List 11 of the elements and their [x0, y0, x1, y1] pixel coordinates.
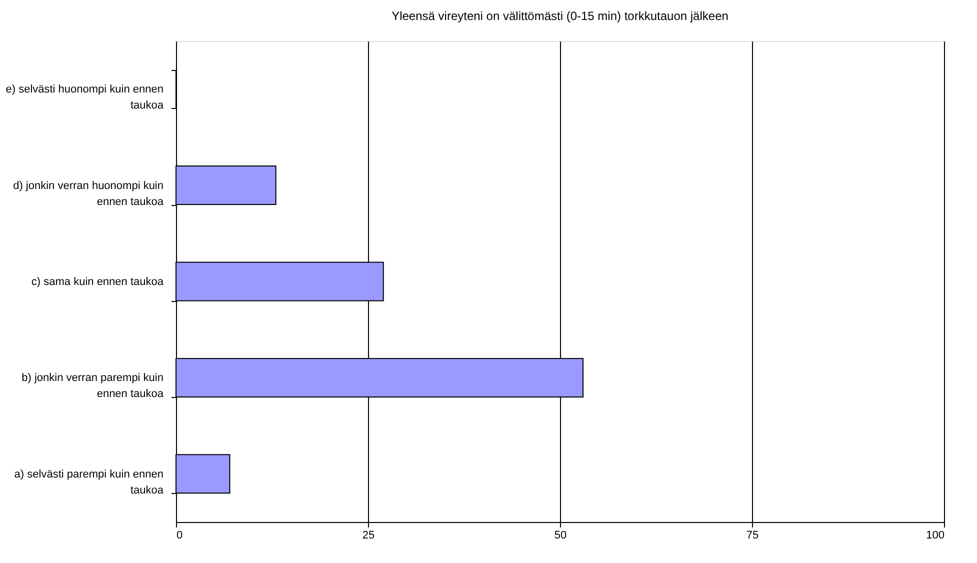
y-tick-label: b) jonkin verran parempi kuin ennen taukoa: [22, 372, 164, 400]
x-tick-label: 75: [746, 530, 759, 542]
y-tick-label: e) selvästi huonompi kuin ennen taukoa: [6, 84, 164, 112]
x-tick-label: 25: [362, 530, 375, 542]
x-tick-label: 100: [926, 530, 944, 542]
chart-title: Yleensä vireyteni on välittömästi (0-15 min) torkkutauon jälkeen: [392, 9, 728, 23]
y-tick-label: d) jonkin verran huonompi kuin ennen taukoa: [13, 180, 164, 208]
x-tick-label: 0: [176, 530, 183, 542]
y-tick-label: c) sama kuin ennen taukoa: [31, 276, 164, 288]
y-tick-label: a) selvästi parempi kuin ennen taukoa: [14, 468, 164, 496]
x-tick-label: 50: [554, 530, 567, 542]
